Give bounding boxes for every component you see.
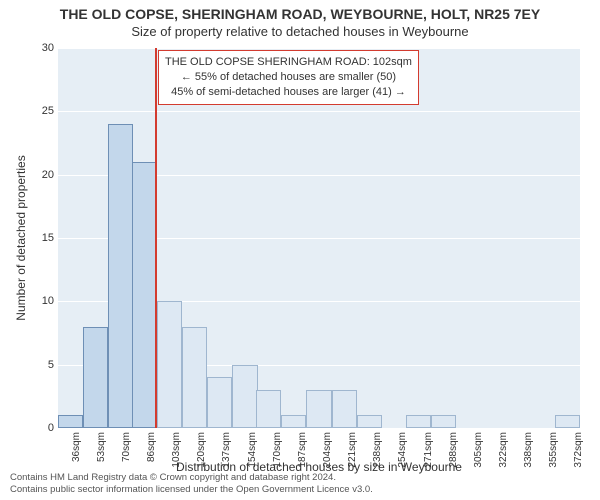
histogram-bar: [207, 377, 232, 428]
annotation-line: 45% of semi-detached houses are larger (…: [165, 85, 412, 100]
x-tick-label: 137sqm: [221, 432, 232, 482]
footer-attribution: Contains HM Land Registry data © Crown c…: [10, 472, 373, 496]
x-tick-label: 305sqm: [473, 432, 484, 482]
chart-container: THE OLD COPSE, SHERINGHAM ROAD, WEYBOURN…: [0, 0, 600, 500]
x-tick-label: 70sqm: [121, 432, 132, 482]
footer-line1: Contains HM Land Registry data © Crown c…: [10, 472, 373, 484]
footer-line2: Contains public sector information licen…: [10, 484, 373, 496]
histogram-bar: [132, 162, 157, 428]
gridline: [58, 111, 580, 112]
histogram-bar: [108, 124, 133, 428]
histogram-bar: [357, 415, 382, 428]
histogram-bar: [232, 365, 257, 428]
histogram-bar: [83, 327, 108, 428]
x-tick-label: 204sqm: [322, 432, 333, 482]
annotation-line: THE OLD COPSE SHERINGHAM ROAD: 102sqm: [165, 55, 412, 70]
histogram-bar: [406, 415, 431, 428]
x-tick-label: 372sqm: [573, 432, 584, 482]
histogram-bar: [431, 415, 456, 428]
histogram-bar: [306, 390, 331, 428]
x-tick-label: 170sqm: [272, 432, 283, 482]
x-tick-label: 53sqm: [96, 432, 107, 482]
x-tick-label: 221sqm: [347, 432, 358, 482]
gridline: [58, 48, 580, 49]
x-tick-label: 355sqm: [548, 432, 559, 482]
histogram-bar: [332, 390, 357, 428]
x-tick-label: 120sqm: [196, 432, 207, 482]
y-tick-label: 25: [14, 105, 54, 117]
annotation-box: THE OLD COPSE SHERINGHAM ROAD: 102sqm← 5…: [158, 50, 419, 105]
annotation-line: ← 55% of detached houses are smaller (50…: [165, 70, 412, 85]
y-tick-label: 30: [14, 42, 54, 54]
y-tick-label: 20: [14, 169, 54, 181]
x-tick-label: 322sqm: [498, 432, 509, 482]
reference-line: [155, 48, 157, 428]
chart-title: THE OLD COPSE, SHERINGHAM ROAD, WEYBOURN…: [0, 6, 600, 22]
histogram-bar: [555, 415, 580, 428]
histogram-bar: [281, 415, 306, 428]
x-tick-label: 103sqm: [171, 432, 182, 482]
histogram-bar: [256, 390, 281, 428]
x-tick-label: 271sqm: [423, 432, 434, 482]
histogram-bar: [58, 415, 83, 428]
x-tick-label: 238sqm: [372, 432, 383, 482]
x-tick-label: 254sqm: [397, 432, 408, 482]
gridline: [58, 428, 580, 429]
y-tick-label: 0: [14, 422, 54, 434]
plot-area: THE OLD COPSE SHERINGHAM ROAD: 102sqm← 5…: [58, 48, 580, 428]
y-tick-label: 15: [14, 232, 54, 244]
y-tick-label: 5: [14, 359, 54, 371]
x-tick-label: 187sqm: [297, 432, 308, 482]
y-tick-label: 10: [14, 295, 54, 307]
chart-subtitle: Size of property relative to detached ho…: [0, 24, 600, 39]
x-tick-label: 154sqm: [247, 432, 258, 482]
x-tick-label: 86sqm: [146, 432, 157, 482]
x-tick-label: 338sqm: [523, 432, 534, 482]
x-tick-label: 36sqm: [71, 432, 82, 482]
x-tick-label: 288sqm: [448, 432, 459, 482]
histogram-bar: [157, 301, 182, 428]
histogram-bar: [182, 327, 207, 428]
